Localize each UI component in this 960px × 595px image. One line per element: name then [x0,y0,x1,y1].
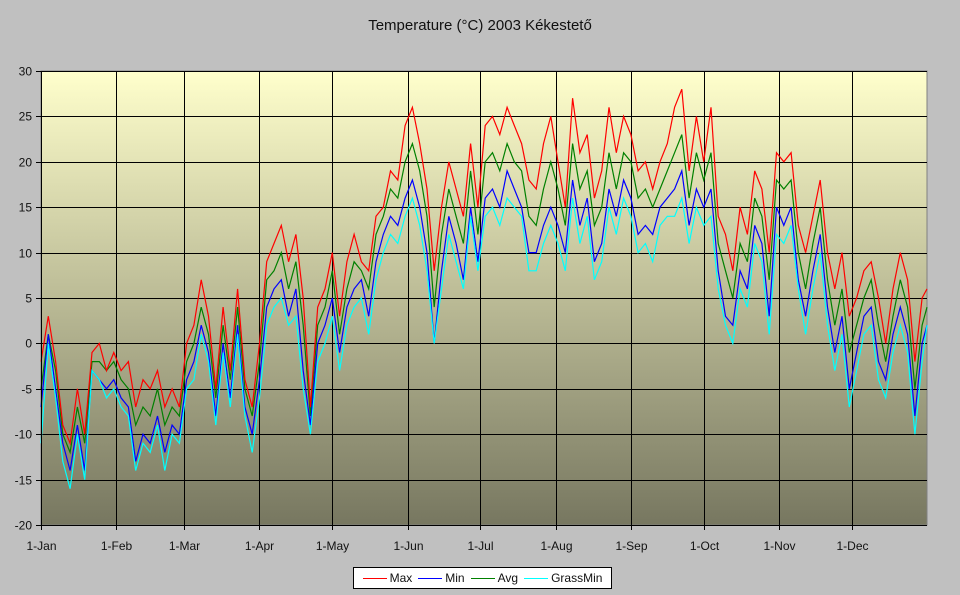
x-tick-label: 1-Sep [615,539,647,553]
chart-title: Temperature (°C) 2003 Kékestető [368,17,592,34]
y-tick-label: -15 [15,474,33,488]
legend-item-avg: Avg [470,571,519,585]
x-tick-label: 1-Aug [540,539,572,553]
x-tick-label: 1-Dec [836,539,868,553]
legend-label: Avg [497,571,519,585]
legend-swatch [524,577,549,579]
legend-swatch [470,577,495,579]
y-tick-label: 25 [19,110,33,124]
chart-svg: 30 25 20 15 10 5 0 -5 -10 -15 -20 1-Jan 1-Feb 1-Mar 1-… [15,65,928,554]
x-tick-label: 1-May [316,539,349,553]
y-tick-label: 15 [19,201,33,215]
x-tick-label: 1-Oct [690,539,720,553]
x-tick-label: 1-Jul [467,539,493,553]
x-tick-label: 1-Nov [763,539,795,553]
series-line-grassmin [40,195,928,489]
legend-label: Max [389,571,413,585]
x-tick-label: 1-Jan [26,539,56,553]
legend-swatch [362,577,387,579]
x-tick-label: 1-Feb [101,539,133,553]
y-tick-label: -10 [15,428,33,442]
series-line-min [40,168,928,471]
y-tick-label: -5 [21,383,32,397]
y-tick-label: 10 [19,247,33,261]
y-tick-label: -20 [15,519,33,533]
series-line-avg [40,134,928,455]
legend-item-max: Max [362,571,413,585]
legend-label: GrassMin [551,571,603,585]
tick-labels: 30 25 20 15 10 5 0 -5 -10 -15 -20 1-Jan 1-Feb 1-Mar 1-… [15,65,869,554]
legend-swatch [418,577,443,579]
axes [36,71,927,530]
gridlines [41,71,927,525]
y-tick-label: 5 [25,292,32,306]
legend: Max Min Avg GrassMin [353,567,612,589]
y-tick-label: 30 [19,65,33,79]
series-line-max [40,88,928,446]
x-tick-label: 1-Mar [169,539,200,553]
legend-item-min: Min [418,571,465,585]
series-group [40,88,928,489]
y-tick-label: 0 [25,337,32,351]
legend-label: Min [445,571,465,585]
legend-item-grassmin: GrassMin [524,571,602,585]
x-tick-label: 1-Apr [245,539,274,553]
y-tick-label: 20 [19,156,33,170]
x-tick-label: 1-Jun [393,539,423,553]
